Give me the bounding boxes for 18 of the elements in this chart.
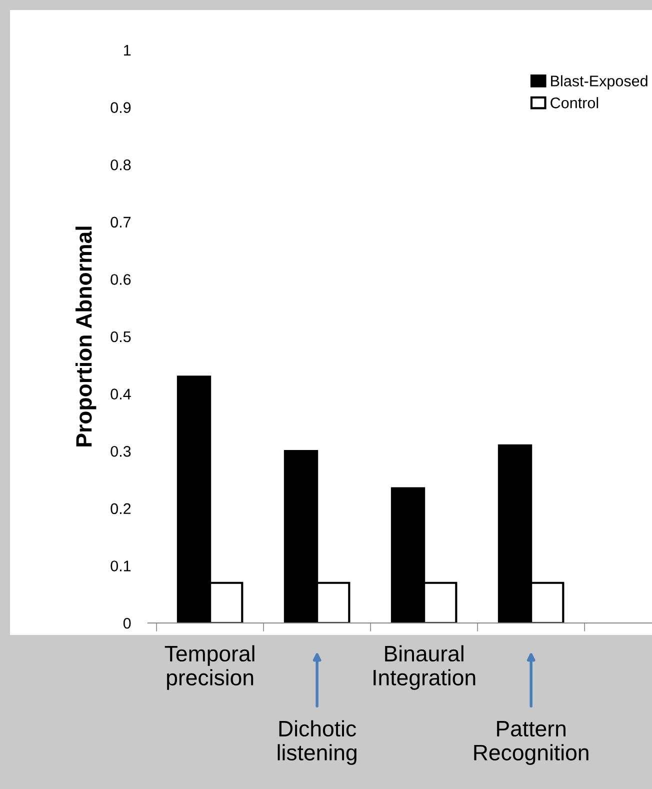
y-tick-label: 1: [124, 45, 131, 56]
y-tick-label: 0.5: [110, 331, 131, 342]
y-tick-label: 0.1: [110, 560, 131, 572]
y-tick-label: 0.6: [110, 274, 131, 285]
y-tick-label: 0.9: [110, 102, 131, 113]
y-axis-title: Proportion Abnormal: [75, 226, 96, 446]
x-tick-label: Pattern Recognition: [474, 721, 588, 765]
y-tick-label: 0.3: [110, 446, 131, 457]
y-tick-label: 0.2: [110, 503, 131, 514]
legend-label: Blast-Exposed: [551, 75, 648, 90]
y-tick-label: 0.7: [110, 216, 131, 228]
x-tick-label: Binaural Integration: [374, 645, 476, 690]
legend-label: Control: [550, 97, 598, 108]
y-tick-label: 0.8: [110, 159, 131, 170]
x-tick-label: Temporal precision: [164, 645, 254, 690]
y-tick-label: 0: [123, 618, 131, 629]
x-tick-label: Dichotic listening: [278, 720, 356, 765]
y-tick-label: 0.4: [110, 388, 131, 400]
